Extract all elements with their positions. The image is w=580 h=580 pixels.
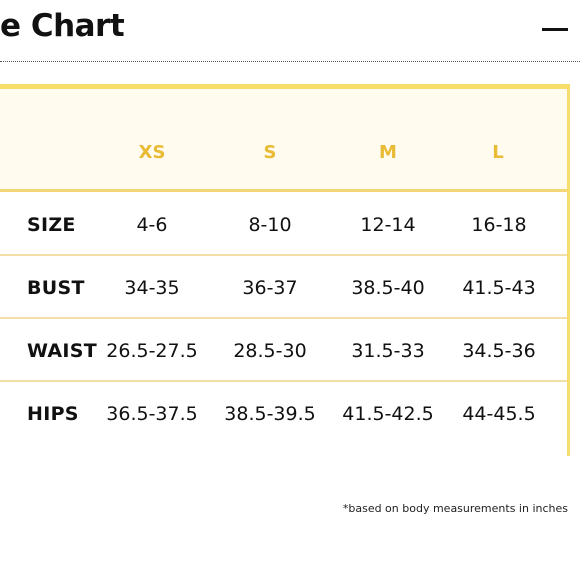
column-header-s: S <box>263 142 277 163</box>
table-cell: 36.5-37.5 <box>106 403 198 425</box>
table-cell: 12-14 <box>360 214 416 236</box>
table-cell: 36-37 <box>242 277 298 299</box>
column-header-m: M <box>379 142 397 163</box>
size-chart-table: XS S M L SIZE 4-6 8-10 12-14 16-18 BUST … <box>0 84 570 456</box>
header-rule <box>0 189 567 192</box>
page-title: e Chart <box>0 8 125 44</box>
row-divider <box>0 380 567 382</box>
table-cell: 38.5-39.5 <box>224 403 316 425</box>
table-cell: 31.5-33 <box>351 340 425 362</box>
table-cell: 34.5-36 <box>462 340 536 362</box>
table-cell: 34-35 <box>124 277 180 299</box>
table-cell: 44-45.5 <box>462 403 536 425</box>
row-label: WAIST <box>27 340 98 362</box>
table-cell: 16-18 <box>471 214 527 236</box>
table-cell: 41.5-43 <box>462 277 536 299</box>
table-cell: 26.5-27.5 <box>106 340 198 362</box>
collapse-minus-icon[interactable] <box>542 28 568 31</box>
row-label: SIZE <box>27 214 76 236</box>
column-header-l: L <box>492 142 504 163</box>
table-row-bust: BUST 34-35 36-37 38.5-40 41.5-43 <box>0 257 567 319</box>
table-row-size: SIZE 4-6 8-10 12-14 16-18 <box>0 194 567 256</box>
table-row-hips: HIPS 36.5-37.5 38.5-39.5 41.5-42.5 44-45… <box>0 383 567 445</box>
column-header-xs: XS <box>138 142 166 163</box>
row-label: BUST <box>27 277 85 299</box>
row-label: HIPS <box>27 403 79 425</box>
table-right-border <box>567 84 570 456</box>
table-cell: 28.5-30 <box>233 340 307 362</box>
table-cell: 4-6 <box>136 214 168 236</box>
table-cell: 8-10 <box>248 214 292 236</box>
row-divider <box>0 317 567 319</box>
table-cell: 41.5-42.5 <box>342 403 434 425</box>
measurement-footnote: *based on body measurements in inches <box>342 502 568 515</box>
title-divider <box>0 61 580 62</box>
table-cell: 38.5-40 <box>351 277 425 299</box>
table-header-row: XS S M L <box>0 89 567 189</box>
row-divider <box>0 254 567 256</box>
table-top-border <box>0 84 570 89</box>
table-row-waist: WAIST 26.5-27.5 28.5-30 31.5-33 34.5-36 <box>0 320 567 382</box>
